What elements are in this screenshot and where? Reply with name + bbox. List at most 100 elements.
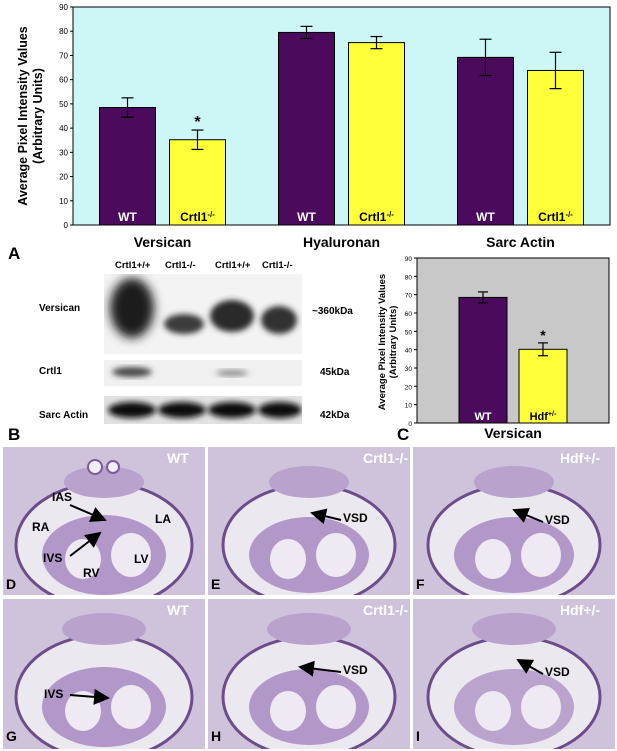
y-tick-label: 70 xyxy=(405,293,413,300)
lane-header-2: Crtl1-/- xyxy=(165,260,196,271)
chart-a: 0 10 20 30 40 50 60 70 80 90 WT Crtl1-/- * WT Crtl1-/… xyxy=(16,3,611,250)
category-label: Versican xyxy=(484,425,542,441)
y-tick-label: 0 xyxy=(64,221,69,230)
bar-label: WT xyxy=(476,210,495,224)
band-actin-3 xyxy=(208,402,256,418)
genotype-label-f: Hdf+/- xyxy=(560,450,601,466)
bar-label: WT xyxy=(474,411,491,423)
chart-a-bars: WT Crtl1-/- * WT Crtl1-/- WT Crtl1-/- xyxy=(99,25,584,226)
blot-label-crtl1: Crtl1 xyxy=(39,366,62,377)
bar xyxy=(457,56,514,226)
genotype-label-d: WT xyxy=(167,450,189,466)
chart-a-axis: 0 10 20 30 40 50 60 70 80 90 xyxy=(59,3,73,230)
bar-label: Crtl1-/- xyxy=(180,210,215,224)
band-actin-2 xyxy=(158,402,206,418)
bar xyxy=(527,69,584,226)
band-versican-3 xyxy=(210,300,254,332)
genotype-label-e: Crtl1-/- xyxy=(363,450,409,466)
panel-letter-g: G xyxy=(6,728,17,744)
y-tick-label: 90 xyxy=(59,3,68,12)
band-crtl1-1 xyxy=(112,367,152,377)
histology-panel-f xyxy=(413,447,615,595)
western-blot: Crtl1+/+ Crtl1-/- Crtl1+/+ Crtl1-/- xyxy=(100,256,370,426)
bar-label: Hdf+/- xyxy=(530,410,557,423)
kda-crtl1: 45kDa xyxy=(320,367,350,378)
band-versican-2 xyxy=(164,314,204,334)
bar xyxy=(348,42,405,226)
y-tick-label: 10 xyxy=(59,197,68,206)
significance-mark: * xyxy=(194,114,201,131)
versican-bands xyxy=(110,278,297,338)
chart-a-ylabel-line2: (Arbitrary Units) xyxy=(31,68,45,164)
band-crtl1-3 xyxy=(216,370,248,376)
genotype-label-h: Crtl1-/- xyxy=(363,602,409,618)
histology-panel-i xyxy=(413,599,615,749)
chart-c-ylabel-line1: Average Pixel Intensity Values xyxy=(377,274,388,410)
genotype-label-g: WT xyxy=(167,602,189,618)
y-tick-label: 0 xyxy=(408,421,412,428)
category-label: Hyaluronan xyxy=(303,234,380,250)
y-tick-label: 90 xyxy=(405,256,413,263)
panel-letter-a: A xyxy=(8,244,21,263)
y-tick-label: 30 xyxy=(59,148,68,157)
crtl1-bands xyxy=(112,367,248,377)
chart-c-bars: WT Hdf+/- * xyxy=(458,291,568,424)
label-la: LA xyxy=(155,512,171,526)
panel-letter-i: I xyxy=(416,728,420,744)
heart-section-g xyxy=(3,599,205,749)
y-tick-label: 10 xyxy=(405,403,413,410)
crtl1-blot xyxy=(104,360,302,386)
lane-header-4: Crtl1-/- xyxy=(262,260,293,271)
kda-versican: ~360kDa xyxy=(312,306,353,317)
y-tick-label: 20 xyxy=(405,384,413,391)
label-vsd-e: VSD xyxy=(343,511,368,525)
heart-section-i xyxy=(413,599,615,749)
band-versican-4 xyxy=(261,306,297,334)
chart-c: 0 10 20 30 40 50 60 70 80 90 WT Hdf+/- * Average Pi… xyxy=(377,256,610,441)
label-ivs-d: IVS xyxy=(43,551,63,565)
bar-label: WT xyxy=(297,210,316,224)
blot-label-versican: Versican xyxy=(39,303,81,314)
chart-c-axis: 0 10 20 30 40 50 60 70 80 90 xyxy=(405,256,417,428)
chart-a-ylabel-line1: Average Pixel Intensity Values xyxy=(16,26,30,206)
label-vsd-i: VSD xyxy=(545,665,570,679)
y-tick-label: 50 xyxy=(405,329,413,336)
blot-label-sarc-actin: Sarc Actin xyxy=(39,410,89,421)
versican-blot xyxy=(104,274,302,354)
bar-label: Crtl1-/- xyxy=(538,210,573,224)
y-tick-label: 30 xyxy=(405,366,413,373)
heart-section-f xyxy=(413,447,615,595)
bar xyxy=(99,107,156,226)
significance-mark: * xyxy=(540,327,546,343)
sarc-actin-blot xyxy=(104,396,302,424)
panel-letter-b: B xyxy=(8,425,21,444)
band-actin-4 xyxy=(258,402,302,418)
bar xyxy=(278,31,335,226)
bar xyxy=(458,296,508,424)
panel-letter-e: E xyxy=(211,576,221,592)
y-tick-label: 40 xyxy=(59,124,68,133)
bar-label: Crtl1-/- xyxy=(359,210,394,224)
y-tick-label: 20 xyxy=(59,173,68,182)
y-tick-label: 80 xyxy=(59,27,68,36)
category-label: Versican xyxy=(134,234,192,250)
label-ias: IAS xyxy=(52,490,73,504)
bar xyxy=(518,348,568,424)
band-versican-1 xyxy=(110,278,154,338)
heart-section-e xyxy=(208,447,410,595)
histology-panel-e xyxy=(208,447,410,595)
y-tick-label: 60 xyxy=(405,311,413,318)
histology-panel-g xyxy=(3,599,205,749)
sarc-actin-bands xyxy=(108,402,302,418)
y-tick-label: 60 xyxy=(59,76,68,85)
y-tick-label: 40 xyxy=(405,348,413,355)
bar xyxy=(169,139,226,226)
label-ra: RA xyxy=(32,520,50,534)
lane-header-1: Crtl1+/+ xyxy=(115,260,151,271)
y-tick-label: 80 xyxy=(405,274,413,281)
chart-c-ylabel-line2: (Arbitrary Units) xyxy=(388,306,399,379)
kda-sarc-actin: 42kDa xyxy=(320,410,350,421)
chart-c-plot-area xyxy=(416,257,610,424)
heart-section-h xyxy=(208,599,410,749)
panel-letter-c: C xyxy=(397,425,410,444)
